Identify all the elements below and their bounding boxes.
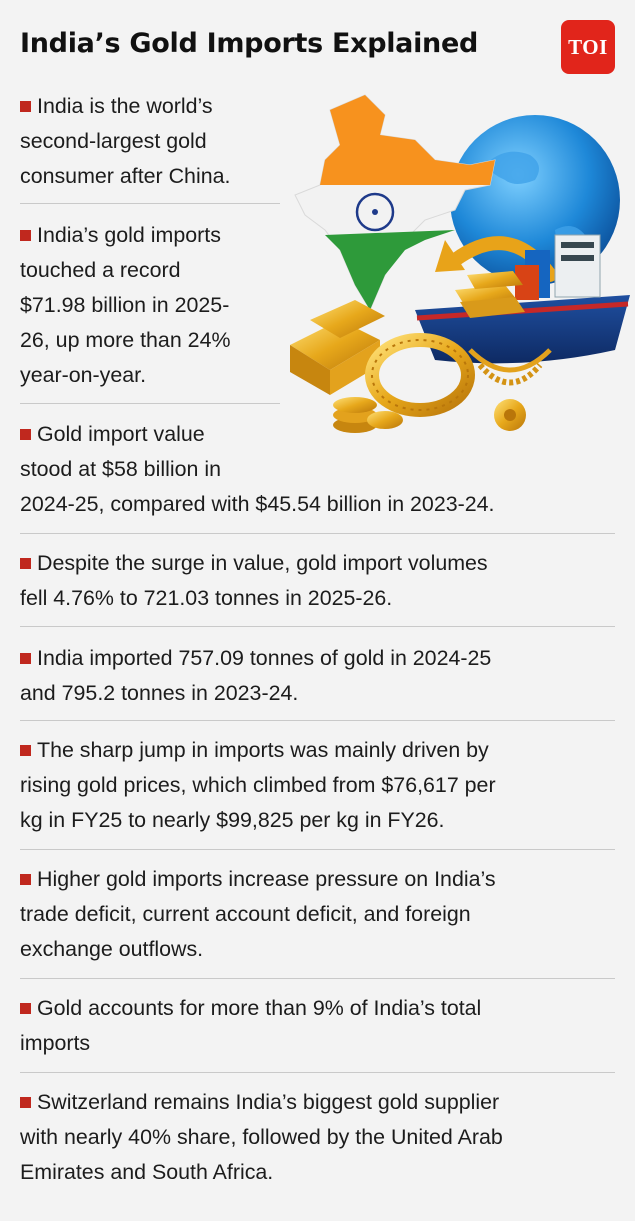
divider [20,1072,615,1073]
divider [20,849,615,850]
toi-logo: TOI [561,20,615,74]
list-item: India is the world’s second-largest gold… [20,94,231,188]
bullet-icon [20,745,31,756]
list-item: Switzerland remains India’s biggest gold… [20,1090,503,1184]
divider [20,626,615,627]
bullet-icon [20,558,31,569]
list-item: Gold import value stood at $58 billion i… [20,422,495,516]
divider [20,720,615,721]
list-item: India’s gold imports touched a record $7… [20,223,231,387]
list-item: The sharp jump in imports was mainly dri… [20,738,496,832]
divider [20,533,615,534]
divider [20,403,280,404]
bullet-icon [20,1003,31,1014]
bullet-icon [20,653,31,664]
gold-bars-icon [290,271,525,395]
list-item: Despite the surge in value, gold import … [20,551,488,610]
bullet-icon [20,230,31,241]
page-title: India’s Gold Imports Explained [20,28,479,59]
gold-trade-illustration [290,94,630,433]
gold-bangle-icon [365,333,475,417]
bullet-icon [20,1097,31,1108]
list-item: Gold accounts for more than 9% of India’… [20,996,482,1055]
list-item: India imported 757.09 tonnes of gold in … [20,646,492,705]
bullet-icon [20,874,31,885]
gold-necklace-icon [468,348,552,431]
divider [20,978,615,979]
bullet-icon [20,429,31,440]
india-map-icon [294,94,496,312]
divider [20,203,280,204]
bullet-icon [20,101,31,112]
list-item: Higher gold imports increase pressure on… [20,867,496,961]
gold-coins-icon [333,397,403,433]
